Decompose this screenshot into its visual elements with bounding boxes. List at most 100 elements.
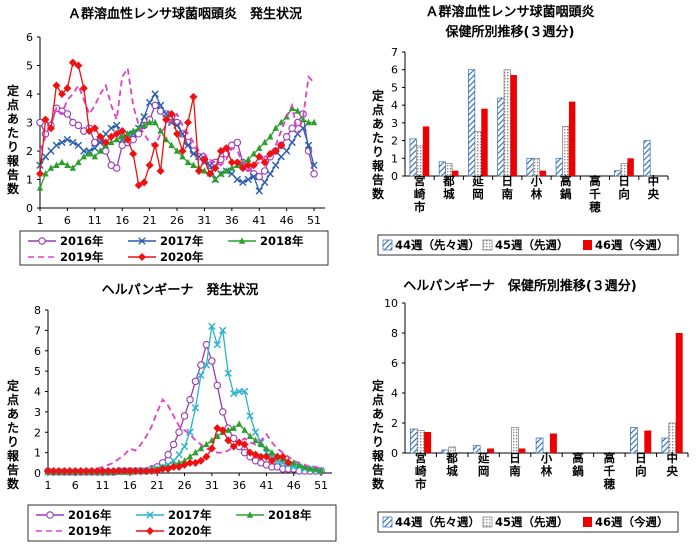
x-tick-label: 46 <box>287 479 301 492</box>
legend-marker <box>146 527 154 535</box>
y-tick-label: 3 <box>26 117 33 130</box>
legend-label: 44週（先々週） <box>395 515 480 529</box>
data-point <box>175 459 183 466</box>
data-point <box>75 158 82 166</box>
category-label-char: 市 <box>415 477 427 491</box>
bar <box>568 101 576 176</box>
y-tick-label: 0 <box>26 202 33 215</box>
data-point <box>267 456 276 465</box>
y-tick-label: 5 <box>391 81 398 94</box>
data-point <box>244 175 252 184</box>
data-point <box>104 466 113 475</box>
category-label-char: 城 <box>443 187 455 201</box>
legend: 44週（先々週） 45週（先週） 46週（今週） <box>377 511 679 533</box>
data-point <box>202 452 211 461</box>
x-tick-label: 11 <box>96 479 110 492</box>
category-label-char: 宮 <box>414 174 426 188</box>
data-point <box>178 147 187 155</box>
data-point <box>261 138 268 146</box>
data-point <box>173 129 182 138</box>
bar <box>675 333 683 453</box>
data-point <box>197 371 205 379</box>
data-point <box>235 387 243 396</box>
data-point <box>202 361 211 369</box>
data-point <box>197 361 205 369</box>
x-tick-label: 46 <box>280 214 294 227</box>
legend-swatch <box>583 240 592 250</box>
x-tick-label: 36 <box>225 214 239 227</box>
data-point <box>271 161 280 169</box>
data-point <box>277 153 285 161</box>
data-point <box>186 458 194 467</box>
data-point <box>272 124 279 131</box>
data-point <box>53 161 60 168</box>
data-point <box>251 428 260 436</box>
y-axis-label-char: り <box>7 435 19 449</box>
y-tick-label: 6 <box>34 345 41 358</box>
data-point <box>125 466 134 475</box>
bar <box>472 445 481 454</box>
data-point <box>191 377 200 386</box>
data-point <box>238 164 247 173</box>
data-point <box>213 340 222 349</box>
data-point <box>175 450 183 459</box>
y-tick-label: 1 <box>391 152 398 165</box>
series-4 <box>39 65 315 173</box>
category-label-char: 岡 <box>472 187 484 201</box>
data-point <box>310 161 318 169</box>
data-point <box>74 141 83 149</box>
y-tick-label: 5 <box>26 60 33 73</box>
legend-label: 46週（今週） <box>595 238 669 252</box>
category-label-char: 延 <box>477 451 490 465</box>
legend-marker <box>138 237 146 245</box>
data-point <box>57 90 66 98</box>
data-point <box>76 466 85 475</box>
data-point <box>229 442 238 451</box>
data-point <box>169 462 178 471</box>
data-point <box>299 115 307 123</box>
data-point <box>179 153 186 160</box>
data-point <box>178 130 187 138</box>
data-point <box>102 130 110 138</box>
data-point <box>252 436 259 444</box>
data-point <box>147 466 156 475</box>
data-point <box>71 466 80 475</box>
legend-marker <box>246 511 254 518</box>
data-point <box>151 90 159 98</box>
data-point <box>305 118 312 126</box>
data-point <box>266 133 274 140</box>
category-label-char: 向 <box>618 187 630 201</box>
bar <box>668 422 677 454</box>
category-label-char: 岡 <box>478 464 490 478</box>
bar <box>409 138 417 177</box>
data-point <box>184 158 192 166</box>
data-point <box>64 161 71 168</box>
x-tick-label: 36 <box>232 479 246 492</box>
data-point <box>162 115 171 124</box>
data-point <box>312 465 319 472</box>
y-axis-label-char: 報 <box>7 448 20 463</box>
data-point <box>223 167 230 174</box>
data-point <box>63 135 72 144</box>
data-point <box>294 107 301 114</box>
category-label-char: 日 <box>509 451 521 465</box>
data-point <box>36 118 44 127</box>
y-axis-label-char: り <box>372 435 384 449</box>
data-point <box>284 458 293 467</box>
data-point <box>262 452 271 461</box>
data-point <box>224 436 233 445</box>
data-point <box>129 149 138 158</box>
x-tick-label: 6 <box>64 214 71 227</box>
category-label-char: 小 <box>530 174 543 188</box>
bar <box>510 75 517 176</box>
data-point <box>277 141 286 150</box>
category-label-char: 高 <box>560 174 572 188</box>
data-point <box>260 158 269 167</box>
data-point <box>68 58 77 67</box>
data-point <box>212 175 219 183</box>
data-point <box>109 466 118 475</box>
data-point <box>118 127 127 136</box>
legend-marker <box>38 237 46 245</box>
data-point <box>205 169 214 178</box>
x-tick-label: 51 <box>307 214 321 227</box>
